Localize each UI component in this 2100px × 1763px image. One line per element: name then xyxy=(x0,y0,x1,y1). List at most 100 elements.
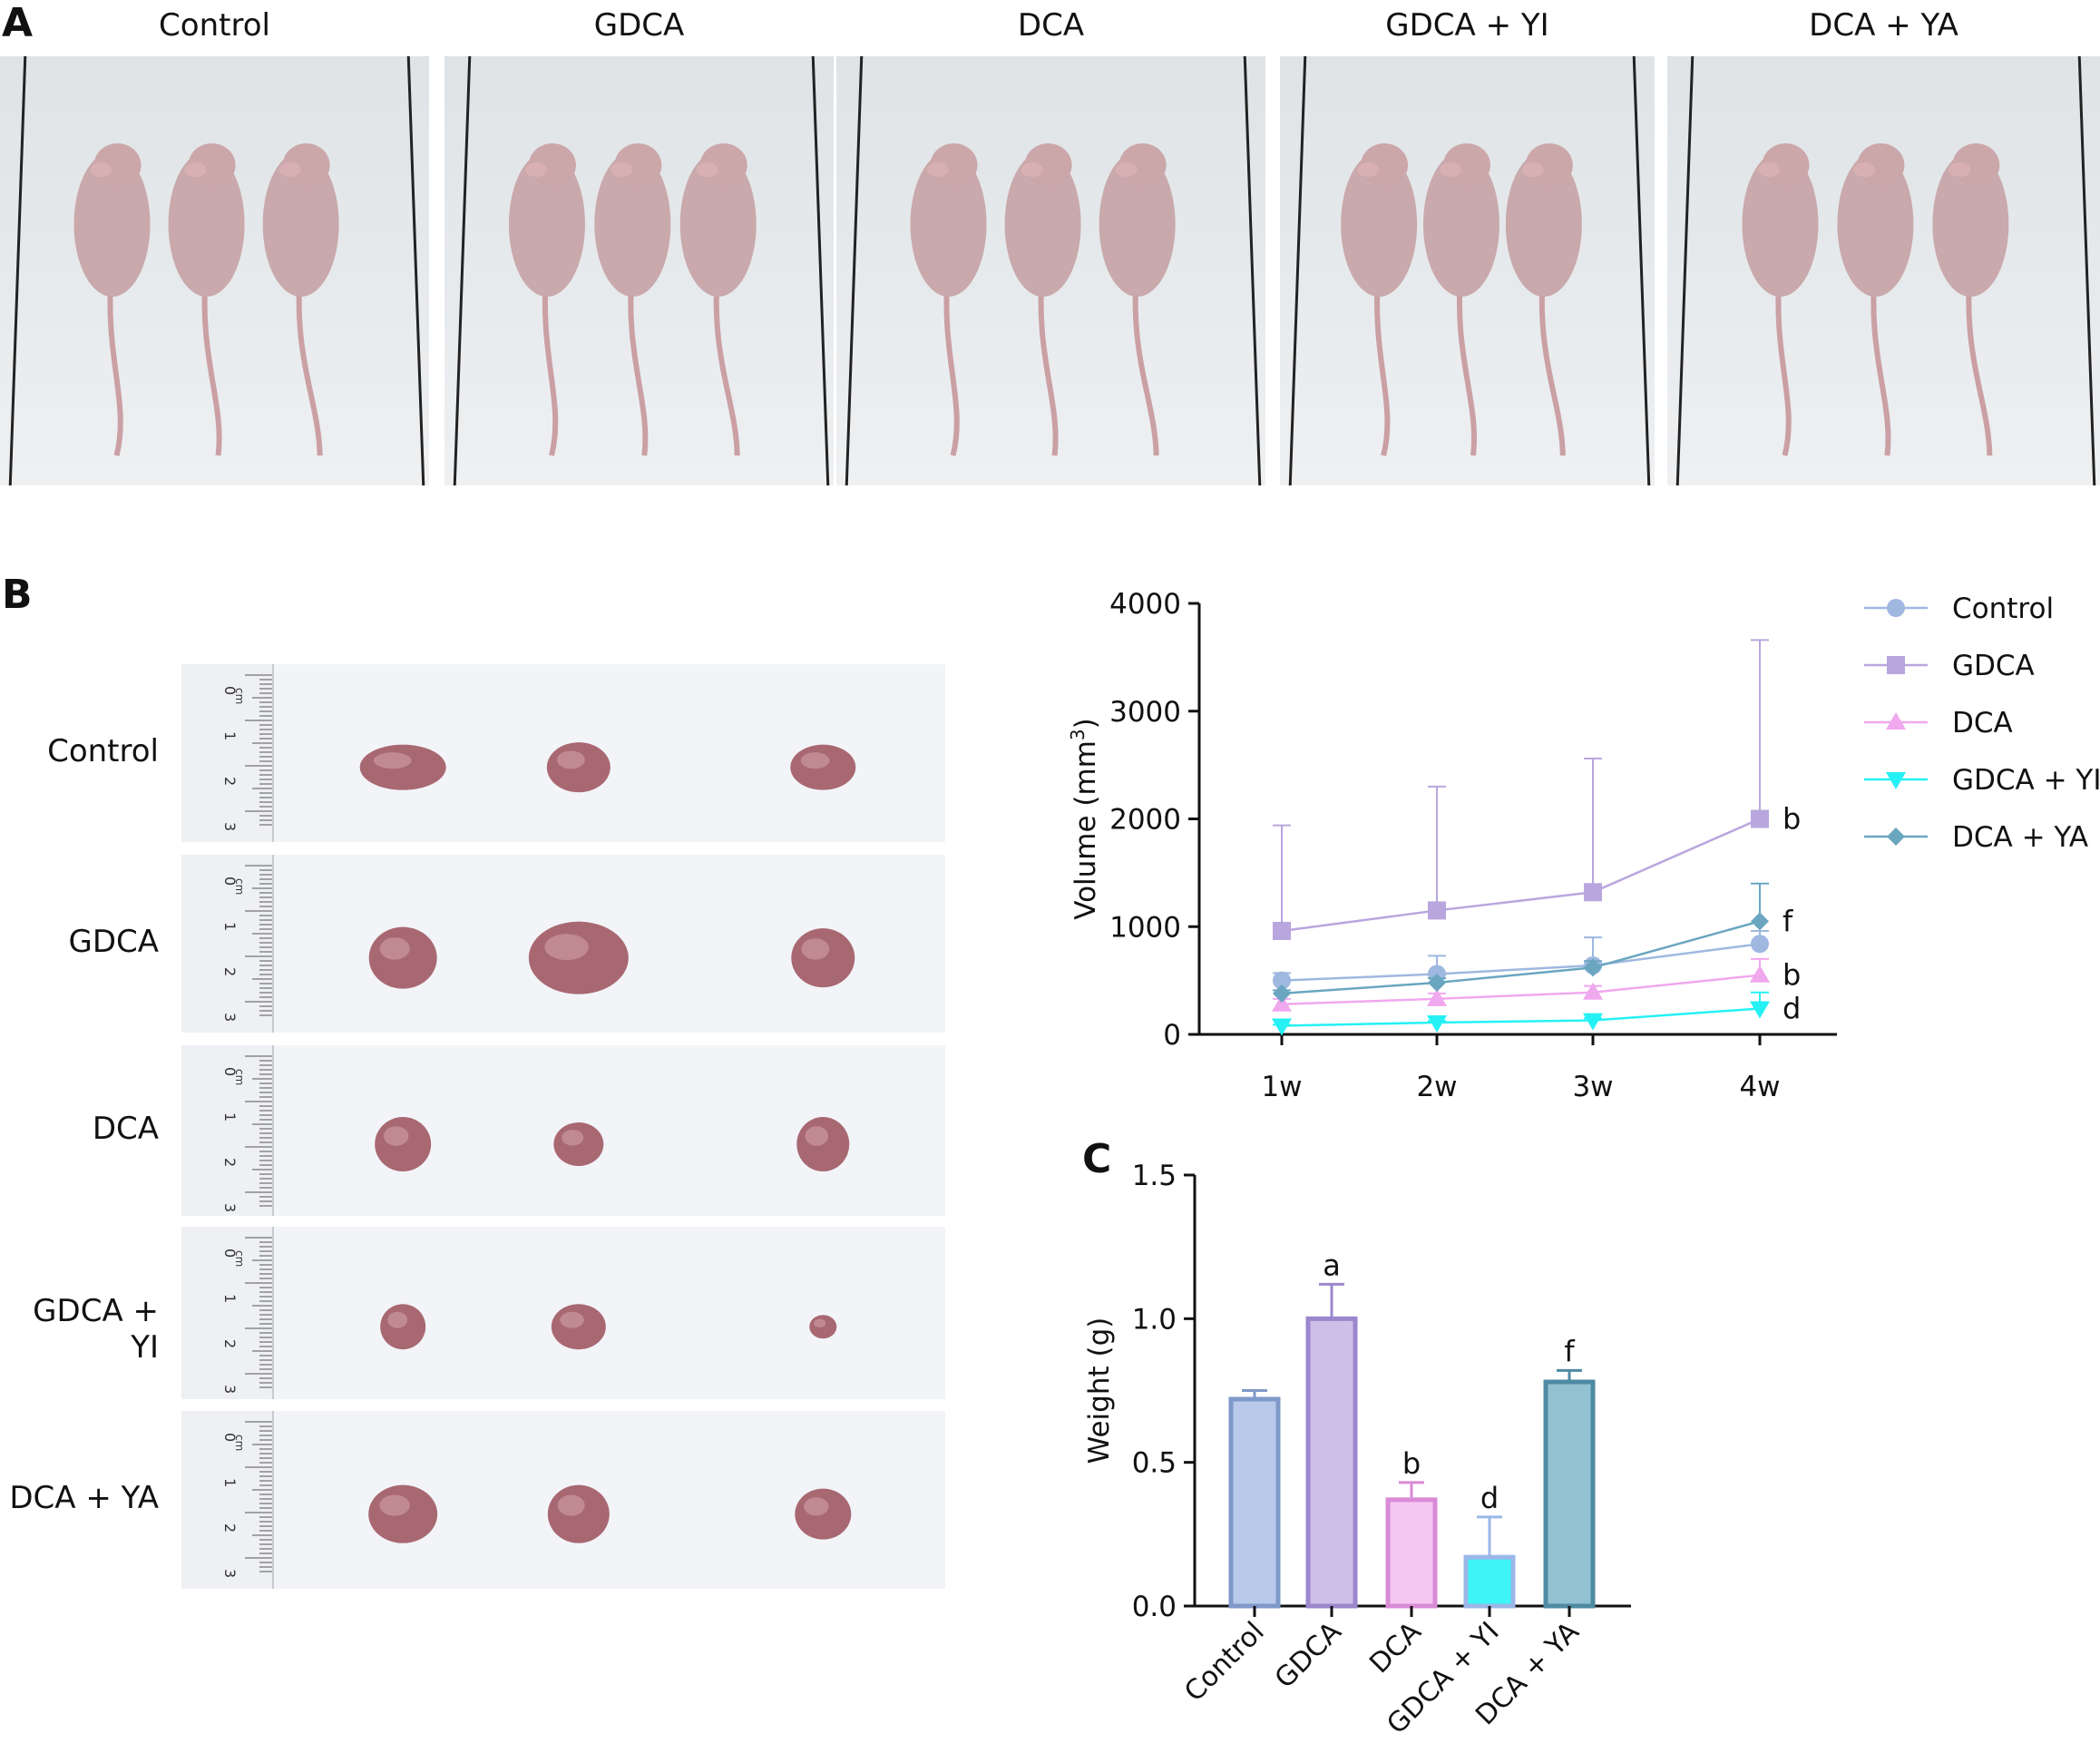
ruler-tick-label: 0 xyxy=(221,877,239,886)
mouse-body xyxy=(1099,152,1176,297)
ruler-tick-label: 0 xyxy=(221,686,239,695)
data-point xyxy=(1750,1001,1770,1019)
bar xyxy=(1305,1316,1358,1609)
panel-b-label: B xyxy=(2,572,33,618)
legend-item: DCA + YA xyxy=(1864,821,2088,854)
panel-c-label: C xyxy=(1082,1136,1112,1182)
tumor-highlight xyxy=(562,1130,584,1146)
mouse-ear xyxy=(1021,162,1043,177)
x-tick-label: Control xyxy=(1178,1616,1270,1708)
x-tick-label: 3w xyxy=(1572,1071,1613,1103)
data-point xyxy=(1273,984,1291,1003)
y-tick-label: 2000 xyxy=(1109,804,1181,837)
ruler-tick-label: 3 xyxy=(221,1013,239,1022)
legend-label: DCA + YA xyxy=(1952,821,2088,854)
mouse-body xyxy=(1004,152,1081,297)
mouse-body xyxy=(1742,152,1819,297)
ruler-tick-label: 1 xyxy=(221,1294,239,1303)
ruler: 0 1 2 3 cm xyxy=(181,1411,274,1589)
data-point xyxy=(1272,994,1292,1012)
ruler-unit: cm xyxy=(233,1250,246,1267)
ruler-unit: cm xyxy=(233,878,246,895)
mouse-ear xyxy=(90,162,112,177)
significance-label: f xyxy=(1564,1334,1575,1368)
row-label: DCA + YA xyxy=(9,1480,159,1516)
series-gdca: b xyxy=(1273,639,1801,940)
tumor-highlight xyxy=(805,1126,829,1146)
ruler-tick-label: 1 xyxy=(221,1112,239,1121)
ruler-marks: 0 1 2 3 cm xyxy=(221,1237,272,1394)
tumor-drawing xyxy=(380,1304,837,1350)
significance-label: f xyxy=(1783,904,1793,938)
mouse-body xyxy=(594,152,671,297)
row-label: GDCA xyxy=(68,924,159,960)
y-tick-label: 1000 xyxy=(1109,911,1181,944)
legend-label: DCA xyxy=(1952,707,2013,739)
mice-photo xyxy=(1667,56,2100,485)
mice-drawing xyxy=(73,143,339,456)
mouse-ear xyxy=(184,162,207,177)
y-tick-label: 1.5 xyxy=(1132,1160,1177,1192)
data-point xyxy=(1751,935,1769,954)
ruler-unit: cm xyxy=(233,1069,246,1085)
tumor-highlight xyxy=(814,1318,826,1327)
column-label: Control xyxy=(159,7,270,44)
bar xyxy=(1228,1396,1281,1609)
ruler-tick-label: 1 xyxy=(221,922,239,931)
ruler-tick-label: 3 xyxy=(221,1203,239,1212)
ruler-tick-label: 2 xyxy=(221,1339,239,1348)
mouse-ear xyxy=(696,162,718,177)
column-label: DCA + YA xyxy=(1809,7,1958,44)
legend-label: GDCA xyxy=(1952,650,2035,682)
tumor-highlight xyxy=(560,1311,584,1328)
data-point xyxy=(1584,883,1602,902)
significance-label: b xyxy=(1783,958,1801,993)
bar xyxy=(1543,1379,1596,1609)
legend-marker xyxy=(1886,772,1906,789)
y-tick-label: 4000 xyxy=(1109,588,1181,621)
tumor-highlight xyxy=(557,1494,585,1516)
mice-photo xyxy=(0,56,429,485)
mouse-ear xyxy=(610,162,633,177)
mouse-body xyxy=(679,152,757,297)
legend-item: Control xyxy=(1864,593,2054,625)
series-control xyxy=(1273,930,1769,990)
tumor-highlight xyxy=(557,750,585,769)
data-point xyxy=(1428,901,1446,920)
y-axis-label-superscript: 3 xyxy=(1067,729,1089,740)
ruler-tick-label: 2 xyxy=(221,1158,239,1167)
tumor-highlight xyxy=(387,1311,408,1328)
legend-item: GDCA + YI xyxy=(1864,764,2100,797)
ruler-tick-label: 3 xyxy=(221,1385,239,1394)
x-tick-label: DCA xyxy=(1363,1616,1428,1680)
tumor-drawing xyxy=(375,1117,850,1172)
tumor-highlight xyxy=(373,752,412,769)
ruler-marks: 0 1 2 3 cm xyxy=(221,1055,272,1212)
mouse-body xyxy=(262,152,339,297)
mouse-ear xyxy=(524,162,547,177)
tumor-highlight xyxy=(379,937,410,960)
x-tick-label: 2w xyxy=(1416,1071,1457,1103)
ruler-tick-label: 0 xyxy=(221,1067,239,1076)
column-label: GDCA + YI xyxy=(1385,7,1549,44)
mouse-body xyxy=(1932,152,2009,297)
tumor-drawing xyxy=(359,742,856,793)
mouse-ear xyxy=(1949,162,1971,177)
series-gdca_yi: d xyxy=(1272,992,1801,1036)
column-label: DCA xyxy=(1017,7,1085,44)
data-point xyxy=(1273,971,1291,990)
mouse-ear xyxy=(1439,162,1461,177)
series-dca: b xyxy=(1272,958,1801,1012)
bar-group: a GDCA xyxy=(1269,1248,1358,1695)
ruler-tick-label: 0 xyxy=(221,1249,239,1258)
mouse-body xyxy=(1341,152,1418,297)
panel-a-label: A xyxy=(2,0,34,46)
row-label: DCA xyxy=(92,1111,159,1147)
mouse-ear xyxy=(1115,162,1138,177)
ruler-tick-label: 2 xyxy=(221,777,239,786)
tumor-photo: 0 1 2 3 cm xyxy=(181,664,945,842)
mouse-body xyxy=(910,152,987,297)
row-label: GDCA + YI xyxy=(33,1293,159,1366)
legend-label: GDCA + YI xyxy=(1952,764,2100,797)
